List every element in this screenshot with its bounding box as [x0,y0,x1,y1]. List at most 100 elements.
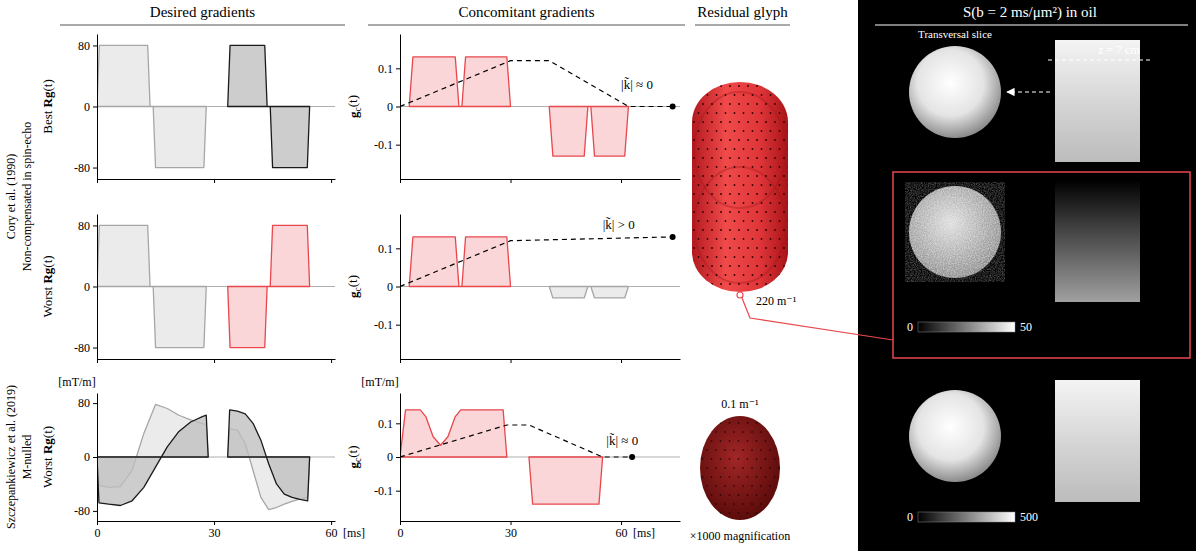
noise-overlay [905,182,1005,282]
glyph-dot [729,139,731,141]
glyph-dot [729,422,731,424]
y-axis: -80080 [74,215,98,360]
annotation: |k̃| ≈ 0 [621,77,653,92]
tick-mark [93,457,97,458]
tick-mark [93,168,97,169]
tick-label: 0 [387,450,393,464]
glyph-dot [774,458,776,460]
glyph-dot [765,247,767,249]
glyph-dot [711,193,713,195]
header-rule [368,25,685,26]
y-axis: -80080 [74,35,98,180]
glyph-dot [788,130,789,132]
glyph-dot [774,247,776,249]
glyph-dot [720,229,722,231]
plot-area [400,410,680,504]
glyph-dot [747,157,749,159]
glyph-dot [729,458,731,460]
glyph-dot [702,211,704,213]
glyph-dot [783,422,785,424]
glyph-dot [707,166,709,168]
glyph-dot [765,440,767,442]
tick-label: 60 [616,526,628,540]
glyph-dot [752,166,754,168]
glyph-dot [774,103,776,105]
glyph-dot [783,121,785,123]
glyph-dot [756,211,758,213]
glyph-dot [747,422,749,424]
glyph-dot [734,112,736,114]
glyph-dot [734,148,736,150]
plot-area [97,404,335,509]
glyph-dot [738,458,740,460]
glyph-dot [760,521,762,523]
x-axis: 03060 [398,521,681,540]
glyph-dot [711,458,713,460]
tick [331,359,332,363]
glyph-dot [711,440,713,442]
x-axis [98,179,336,183]
glyph-dot [733,413,735,415]
tick: 60 [326,521,338,540]
glyph-dot [774,440,776,442]
glyph-dot [747,139,749,141]
glyph-dot [698,166,700,168]
glyph-dot [693,157,695,159]
tick-mark [93,348,97,349]
glyph-dot [729,121,731,123]
glyph-dot [707,274,709,276]
glyph-dots [697,413,784,523]
glyph-dot [765,283,767,285]
glyph-dot [734,238,736,240]
y-axis: -0.100.1 [374,215,401,360]
glyph-dot [765,85,767,87]
glyph-dot [765,121,767,123]
tick [400,179,401,183]
glyph-dot [761,220,763,222]
glyph-dot [725,130,727,132]
glyph-dot [751,449,753,451]
glyph-dot [693,85,695,87]
tick: 0 [387,280,400,294]
row-group-label: Szczepankiewicz et al. (2019) [4,385,18,529]
glyph-dot [711,247,713,249]
glyph-dot [729,157,731,159]
glyph-dot [698,112,700,114]
glyph-dot [752,184,754,186]
highlight-frame [893,172,1190,358]
header-rule [60,25,345,26]
glyph-dot [742,467,744,469]
gradient-area [97,225,206,347]
glyph-dot [760,449,762,451]
glyph-dot [715,449,717,451]
chart: -8008003060Worst Rg(t)[mT/m][ms] [40,375,365,540]
tick-label: 60 [326,526,338,540]
tick: 0 [95,521,101,540]
glyph-dot [788,184,789,186]
x-axis-title: [ms] [343,526,365,540]
glyph-dot [765,193,767,195]
annotation: |k̃| ≈ 0 [606,433,638,448]
glyph-dot [734,130,736,132]
glyph-dot [697,413,699,415]
tick-label: 0 [84,450,90,464]
tick-mark [214,359,215,363]
tick-label: 0.1 [378,242,393,256]
glyph-dot [778,521,780,523]
glyph-dot [729,103,731,105]
glyph-dot [716,166,718,168]
glyph-dot [729,265,731,267]
tick-mark [400,521,401,525]
glyph-dot [747,103,749,105]
glyph-dot [711,85,713,87]
tick-label: 0 [95,526,101,540]
tick: 80 [78,39,97,53]
glyph-dot [756,458,758,460]
glyph-dot [752,274,754,276]
glyph-dot [783,139,785,141]
glyph-dot [729,211,731,213]
glyph-dot [711,175,713,177]
glyph-dot [702,476,704,478]
axis-line [98,359,336,360]
glyph-dot [756,512,758,514]
